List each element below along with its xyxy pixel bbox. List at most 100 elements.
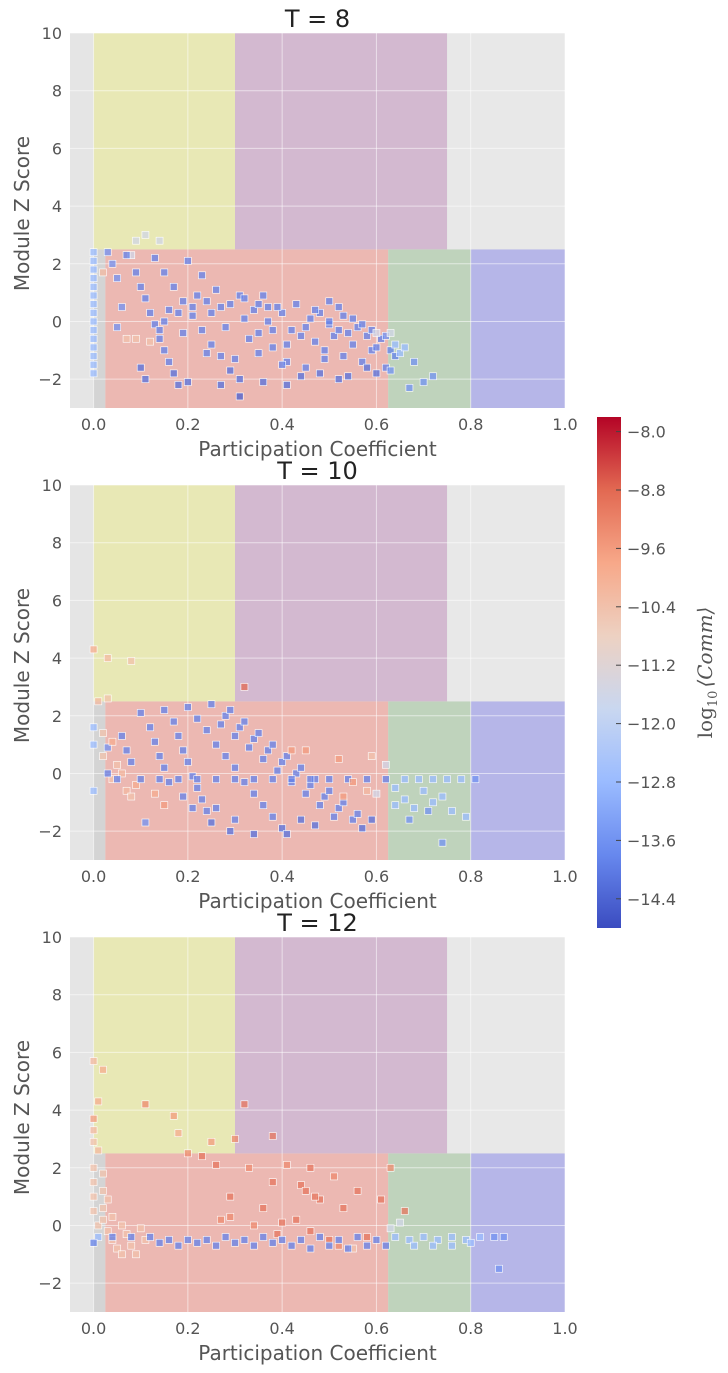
data-point bbox=[268, 1238, 277, 1247]
colorbar-label-log: log bbox=[693, 707, 717, 738]
data-point bbox=[89, 283, 98, 291]
data-point bbox=[169, 717, 178, 726]
data-point bbox=[372, 329, 381, 337]
data-point bbox=[155, 334, 164, 343]
data-point bbox=[353, 1233, 362, 1241]
data-point bbox=[103, 743, 112, 752]
data-point bbox=[99, 1215, 107, 1224]
data-point bbox=[429, 1241, 437, 1250]
data-point bbox=[301, 1187, 310, 1195]
data-point bbox=[108, 1213, 117, 1221]
data-point bbox=[429, 372, 437, 381]
x-tick-label: 0.2 bbox=[175, 1319, 200, 1338]
data-point bbox=[202, 807, 211, 815]
data-point bbox=[245, 1163, 253, 1172]
y-tick-label: 6 bbox=[52, 1043, 62, 1062]
data-point bbox=[259, 378, 268, 386]
data-point bbox=[301, 323, 310, 332]
data-point bbox=[400, 343, 409, 352]
gridlines bbox=[70, 484, 566, 860]
data-point bbox=[89, 369, 98, 378]
data-point bbox=[273, 766, 282, 775]
data-point bbox=[118, 1221, 126, 1230]
data-point bbox=[334, 804, 343, 812]
scatter-points bbox=[89, 645, 480, 847]
data-point bbox=[259, 1204, 268, 1212]
data-point bbox=[429, 798, 437, 807]
y-tick-label: 6 bbox=[52, 139, 62, 158]
y-axis-label: Module Z Score bbox=[10, 1040, 34, 1195]
data-point bbox=[235, 723, 244, 732]
data-point bbox=[391, 340, 400, 349]
data-point bbox=[386, 1163, 395, 1172]
y-tick-label: 8 bbox=[52, 82, 62, 101]
y-tick-label: 2 bbox=[52, 707, 62, 726]
data-point bbox=[287, 326, 296, 334]
data-point bbox=[99, 1169, 107, 1178]
data-point bbox=[89, 317, 98, 326]
data-point bbox=[193, 714, 202, 723]
data-point bbox=[141, 818, 150, 827]
tick-labels: 0.0 0.2 0.4 0.6 0.8 1.0 −2 0 2 4 6 8 10 bbox=[38, 928, 577, 1338]
data-point bbox=[419, 786, 428, 795]
data-point bbox=[198, 326, 206, 334]
data-point bbox=[457, 775, 466, 784]
data-point bbox=[212, 1241, 220, 1250]
region-kinless-blue bbox=[470, 249, 565, 408]
data-point bbox=[278, 824, 286, 833]
region-kinless-blue bbox=[470, 1153, 565, 1312]
data-point bbox=[372, 369, 381, 378]
y-tick-label: 4 bbox=[52, 197, 62, 216]
data-point bbox=[165, 778, 173, 786]
data-point bbox=[316, 801, 324, 809]
data-point bbox=[301, 789, 310, 798]
data-point bbox=[415, 775, 423, 784]
region-kinless-blue bbox=[470, 701, 565, 860]
scatter-points bbox=[89, 1057, 508, 1273]
data-point bbox=[471, 775, 480, 784]
x-tick-label: 0.8 bbox=[458, 867, 483, 886]
data-point bbox=[490, 1233, 499, 1241]
data-point bbox=[231, 775, 239, 784]
y-tick-label: 0 bbox=[52, 764, 62, 783]
data-point bbox=[320, 346, 329, 355]
data-point bbox=[344, 372, 352, 381]
data-point bbox=[372, 789, 381, 798]
data-point bbox=[372, 1236, 381, 1244]
data-point bbox=[268, 740, 277, 749]
data-point bbox=[283, 340, 291, 349]
data-point bbox=[301, 363, 310, 372]
data-point bbox=[316, 1233, 324, 1241]
region-kinless-hub-grey bbox=[447, 485, 565, 702]
data-point bbox=[212, 285, 220, 294]
region-peripheral-grey bbox=[93, 249, 106, 408]
data-point bbox=[325, 786, 334, 795]
data-point bbox=[89, 309, 98, 317]
data-point bbox=[188, 804, 197, 812]
region-peripheral-red bbox=[105, 249, 389, 408]
data-point bbox=[330, 1172, 338, 1181]
data-point bbox=[99, 1187, 107, 1195]
data-point bbox=[146, 309, 154, 317]
colorbar-tick-label: −14.4 bbox=[627, 890, 676, 909]
data-point bbox=[89, 1238, 98, 1247]
data-point bbox=[297, 1236, 305, 1244]
data-point bbox=[264, 303, 272, 311]
data-point bbox=[94, 1097, 103, 1106]
data-point bbox=[320, 792, 329, 801]
data-point bbox=[448, 1241, 456, 1250]
data-point bbox=[250, 306, 258, 314]
data-point bbox=[424, 807, 433, 815]
data-point bbox=[386, 346, 395, 355]
data-point bbox=[254, 729, 263, 737]
data-point bbox=[306, 1163, 315, 1172]
data-point bbox=[438, 792, 447, 801]
data-point bbox=[396, 349, 404, 357]
data-point bbox=[292, 1215, 301, 1224]
data-point bbox=[141, 231, 150, 239]
data-point bbox=[499, 1233, 508, 1241]
gridlines bbox=[70, 32, 566, 408]
data-point bbox=[202, 297, 211, 306]
data-point bbox=[349, 778, 357, 786]
region-kinless-hub-grey bbox=[447, 33, 565, 250]
